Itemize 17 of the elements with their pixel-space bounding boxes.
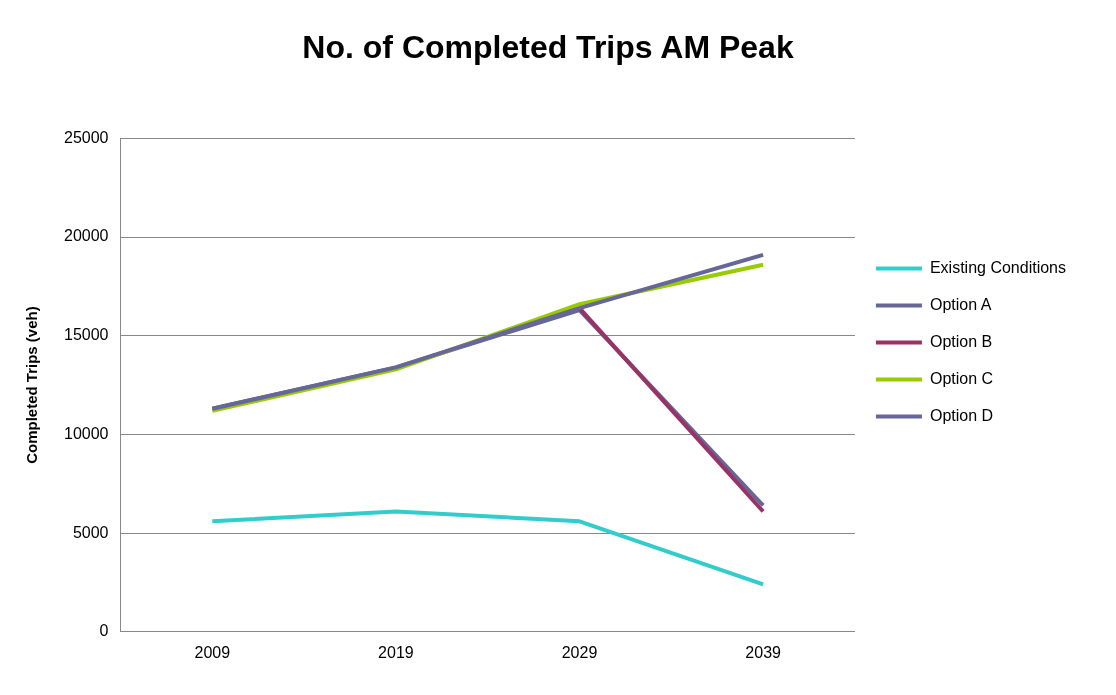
x-tick-label: 2009 <box>194 643 231 661</box>
legend-label: Option D <box>929 406 994 424</box>
y-tick-label: 5000 <box>72 523 109 541</box>
y-tick-label: 25000 <box>63 128 109 146</box>
legend-label: Option C <box>929 369 994 387</box>
y-tick-label: 20000 <box>63 227 109 245</box>
y-tick-label: 0 <box>99 622 109 640</box>
x-tick-label: 2019 <box>378 643 414 661</box>
legend-label: Existing Conditions <box>929 258 1067 276</box>
y-axis-title: Completed Trips (veh) <box>23 306 41 464</box>
x-tick-label: 2029 <box>561 643 598 661</box>
x-tick-label: 2039 <box>745 643 782 661</box>
y-tick-label: 10000 <box>63 424 109 442</box>
legend-label: Option A <box>929 295 992 313</box>
legend-label: Option B <box>929 332 993 350</box>
y-tick-label: 15000 <box>63 326 109 344</box>
chart-title: No. of Completed Trips AM Peak <box>302 29 794 66</box>
